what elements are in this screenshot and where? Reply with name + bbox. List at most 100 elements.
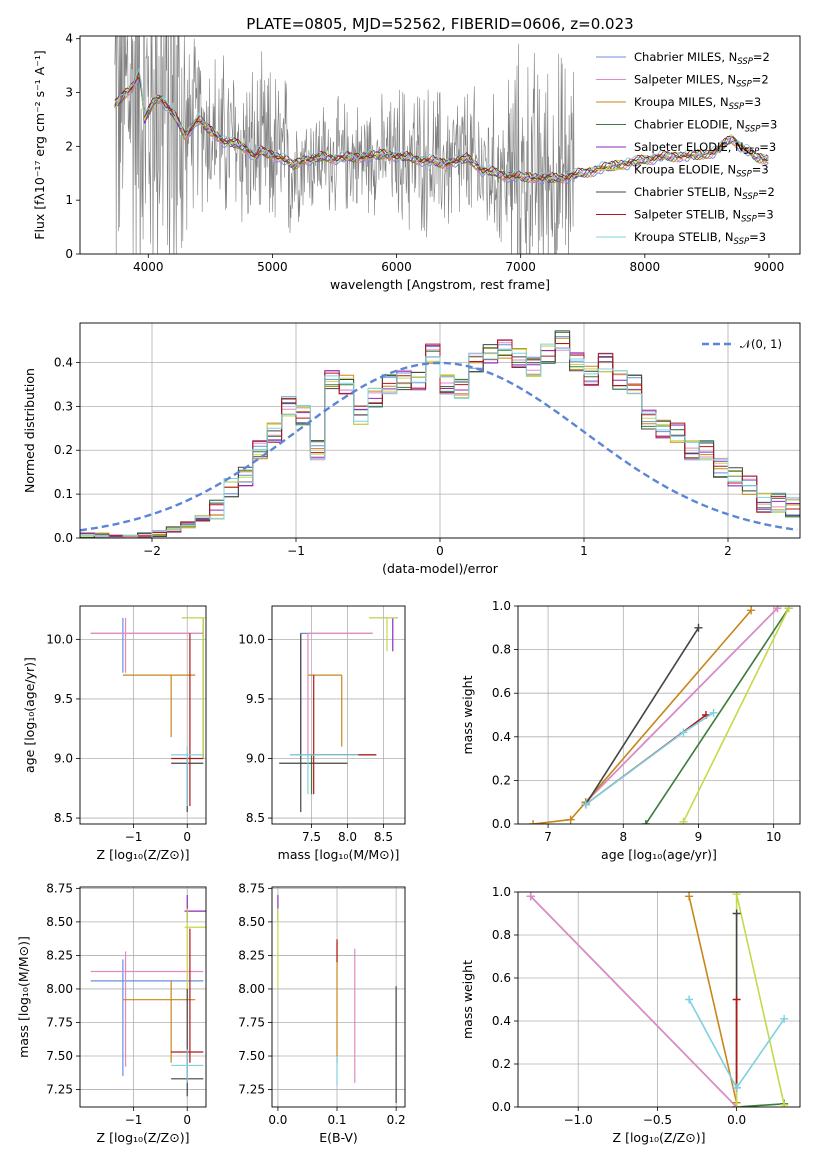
y-axis-label: mass [log₁₀(M/M⊙)] <box>16 936 31 1058</box>
error-cross <box>369 617 398 652</box>
x-tick-label: 8000 <box>630 260 661 274</box>
error-cross <box>122 980 196 1063</box>
x-tick-label: 0 <box>183 830 191 844</box>
y-tick-label: 7.50 <box>46 1049 73 1063</box>
x-tick-label: 7000 <box>505 260 536 274</box>
axes-weight-vs-age: 7 8 9 10 0.0 0.2 0.4 0.6 0.8 1.0 age [log₁₀(age/yr… <box>460 599 801 862</box>
x-tick-label: 0.0 <box>268 1113 287 1127</box>
y-tick-label: 0.6 <box>492 971 511 985</box>
weight-point <box>780 1014 789 1023</box>
weight-line-7 <box>585 627 700 805</box>
x-tick-label: 4000 <box>133 260 164 274</box>
axes-spectrum: 4000 5000 6000 7000 8000 9000 0 1 2 3 4 wavelength … <box>32 32 801 292</box>
y-tick-label: 0.4 <box>492 1014 511 1028</box>
y-tick-label: 7.50 <box>238 1049 265 1063</box>
legend-entry: Salpeter STELIB, NSSP=3 <box>634 208 774 225</box>
weight-line-4 <box>645 607 790 824</box>
weight-point <box>732 909 741 918</box>
x-axis-label: mass [log₁₀(M/M⊙)] <box>278 847 400 862</box>
error-cross <box>184 908 206 989</box>
x-tick-label: 1 <box>580 544 588 558</box>
x-tick-label: 0 <box>183 1113 191 1127</box>
y-tick-label: 9.0 <box>54 751 73 765</box>
y-tick-label: 8.5 <box>54 811 73 825</box>
residual-histogram-1 <box>80 336 800 538</box>
error-cross <box>122 674 196 738</box>
weight-point <box>732 1083 741 1092</box>
x-tick-label: 5000 <box>257 260 288 274</box>
y-tick-label: 0 <box>65 247 73 261</box>
axes-frame <box>79 605 207 825</box>
weight-point <box>732 995 741 1004</box>
gaussian-reference-curve <box>80 361 798 532</box>
axes-mass-vs-ebv: 0.0 0.1 0.2 7.25 7.50 7.75 8.00 8.25 8.50 8.75 E(B… <box>238 881 405 1145</box>
weight-line-9 <box>585 712 714 806</box>
legend-entry: Salpeter MILES, NSSP=2 <box>634 73 769 90</box>
legend-entry: Kroupa MILES, NSSP=3 <box>634 95 761 112</box>
weight-point <box>780 1100 789 1107</box>
x-axis-label: Z [log₁₀(Z/Z⊙)] <box>97 1130 190 1145</box>
error-cross <box>171 1049 204 1083</box>
error-cross <box>90 959 204 1077</box>
x-tick-label: 0.1 <box>327 1113 346 1127</box>
weight-point <box>747 606 756 615</box>
weight-point <box>529 820 538 824</box>
y-tick-label: 8.75 <box>46 881 73 895</box>
model-spectrum-9 <box>114 66 769 180</box>
y-axis-label: Normed distribution <box>22 368 37 493</box>
legend-entry: Chabrier MILES, NSSP=2 <box>634 50 770 67</box>
axes-frame <box>271 886 406 1108</box>
y-tick-label: 7.75 <box>238 1015 265 1029</box>
x-tick-label: 0 <box>436 544 444 558</box>
y-tick-label: 0.2 <box>54 443 73 457</box>
y-tick-label: 0.0 <box>492 1100 511 1114</box>
x-tick-label: 0.2 <box>387 1113 406 1127</box>
y-tick-label: 9.0 <box>246 751 265 765</box>
residual-histogram-9 <box>80 343 800 538</box>
error-cross <box>181 617 206 759</box>
y-tick-label: 8.25 <box>238 948 265 962</box>
x-axis-label: wavelength [Angstrom, rest frame] <box>330 277 550 292</box>
x-tick-label: 10 <box>766 830 781 844</box>
y-tick-label: 7.75 <box>46 1015 73 1029</box>
weight-point <box>679 728 688 737</box>
legend-entry: Chabrier STELIB, NSSP=2 <box>634 185 775 202</box>
weight-line-6 <box>682 607 790 823</box>
error-cross <box>289 754 359 795</box>
x-tick-label: −1 <box>125 830 143 844</box>
y-axis-label: age [log₁₀(age/yr)] <box>22 657 37 773</box>
y-tick-label: 0.2 <box>492 773 511 787</box>
plot-area-age-vs-mass <box>279 617 398 813</box>
weight-point <box>641 820 650 824</box>
residual-histogram-5 <box>80 339 800 538</box>
y-tick-label: 8.50 <box>238 915 265 929</box>
y-tick-label: 9.5 <box>54 692 73 706</box>
y-tick-label: 8.5 <box>246 811 265 825</box>
x-tick-label: 8.5 <box>374 830 393 844</box>
y-tick-label: 1.0 <box>492 885 511 899</box>
y-tick-label: 8.00 <box>46 982 73 996</box>
x-tick-label: 7 <box>544 830 552 844</box>
y-axis-label: Flux [fλ10⁻¹⁷ erg cm⁻² s⁻¹ A⁻¹] <box>32 50 47 239</box>
axes-frame <box>271 605 406 825</box>
y-tick-label: 0.2 <box>492 1057 511 1071</box>
x-axis-label: (data-model)/error <box>382 561 499 576</box>
error-cross <box>307 632 373 759</box>
weight-point <box>773 606 782 613</box>
y-tick-label: 4 <box>65 32 73 46</box>
weight-point <box>685 995 694 1004</box>
error-cross <box>90 617 204 673</box>
weight-point <box>709 708 718 717</box>
plot-area-residuals <box>80 330 800 538</box>
error-cross <box>307 674 343 747</box>
error-cross <box>289 754 377 795</box>
weight-point <box>566 815 575 824</box>
weight-line-6 <box>735 893 785 1107</box>
y-tick-label: 0.8 <box>492 928 511 942</box>
x-tick-label: 9 <box>695 830 703 844</box>
error-cross <box>171 746 204 807</box>
plot-area-spectrum <box>114 36 769 254</box>
y-tick-label: 3 <box>65 86 73 100</box>
plot-area-weight-vs-Z <box>526 892 789 1107</box>
